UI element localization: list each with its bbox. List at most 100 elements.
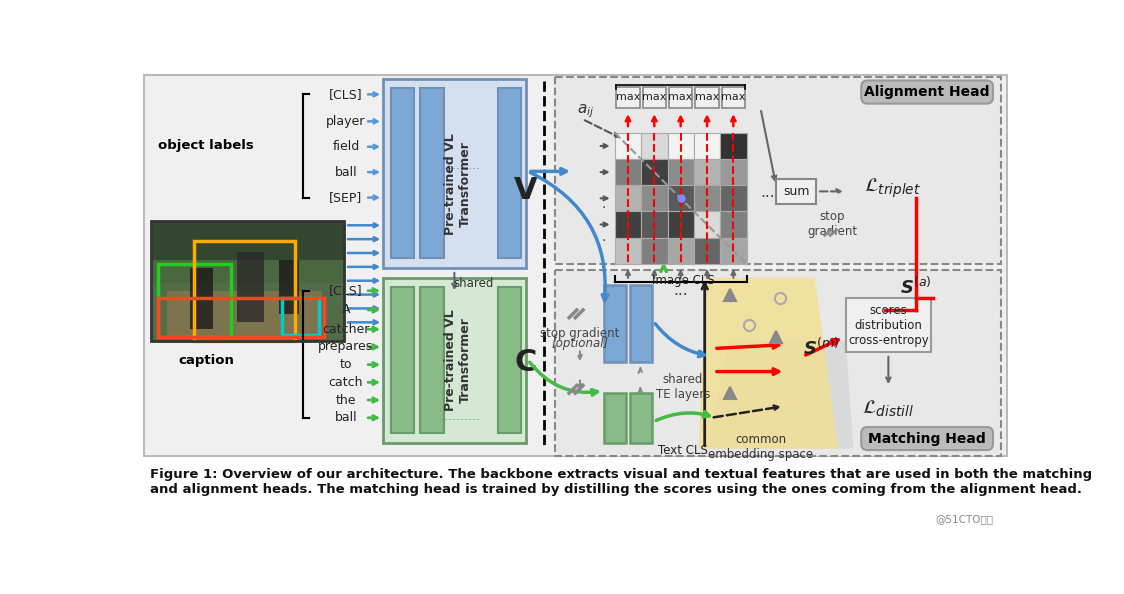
Bar <box>194 241 294 341</box>
Text: ..........: .......... <box>441 410 481 423</box>
Text: shared: shared <box>454 277 493 289</box>
Bar <box>720 159 746 185</box>
Bar <box>694 185 720 211</box>
Text: Figure 1: Overview of our architecture. The backbone extracts visual and textual: Figure 1: Overview of our architecture. … <box>149 468 1091 481</box>
Text: catcher: catcher <box>323 323 370 336</box>
Text: sum: sum <box>783 185 809 198</box>
Text: stop
gradient: stop gradient <box>807 210 858 238</box>
Text: $\mathcal{L}_{triplet}$: $\mathcal{L}_{triplet}$ <box>863 176 921 200</box>
Bar <box>720 185 746 211</box>
Bar <box>152 222 344 341</box>
FancyBboxPatch shape <box>861 81 992 103</box>
Bar <box>391 287 414 433</box>
Bar <box>615 211 641 238</box>
Bar <box>157 298 324 337</box>
Bar <box>694 159 720 185</box>
Text: max: max <box>695 93 719 102</box>
Text: caption: caption <box>179 353 234 366</box>
Text: ball: ball <box>335 411 357 424</box>
Bar <box>615 238 641 264</box>
Bar <box>720 133 746 159</box>
Text: common
embedding space: common embedding space <box>708 433 813 461</box>
Bar <box>420 287 444 433</box>
Text: stop gradient: stop gradient <box>541 327 619 340</box>
Text: ...: ... <box>673 283 688 298</box>
Text: ·
·
·: · · · <box>601 201 606 248</box>
Bar <box>631 285 652 362</box>
Text: Matching Head: Matching Head <box>868 432 986 446</box>
Bar <box>615 185 641 211</box>
Bar <box>236 252 264 321</box>
Text: $\boldsymbol{S}^{(a)}$: $\boldsymbol{S}^{(a)}$ <box>899 276 932 298</box>
Bar <box>694 238 720 264</box>
Text: shared
TE layers: shared TE layers <box>655 373 710 401</box>
Bar <box>152 283 344 341</box>
Text: the: the <box>336 394 356 406</box>
Bar <box>615 133 641 159</box>
Bar <box>383 277 526 443</box>
Bar <box>144 75 1007 456</box>
Text: field: field <box>333 140 360 153</box>
Bar <box>668 238 694 264</box>
Bar <box>615 159 641 185</box>
Text: $\boldsymbol{S}^{(m)}$: $\boldsymbol{S}^{(m)}$ <box>804 338 840 359</box>
Bar <box>668 185 694 211</box>
Bar <box>166 290 321 337</box>
Bar <box>152 222 344 341</box>
Text: [optional]: [optional] <box>552 337 608 350</box>
Bar <box>669 87 692 108</box>
Bar <box>694 211 720 238</box>
Text: ball: ball <box>335 166 357 179</box>
Bar <box>281 298 319 336</box>
Bar <box>694 133 720 159</box>
Bar <box>668 159 694 185</box>
Bar <box>845 298 931 352</box>
Text: Text CLS: Text CLS <box>658 444 708 457</box>
Text: Pre-trained VL
Transformer: Pre-trained VL Transformer <box>444 134 472 235</box>
Bar <box>383 79 526 268</box>
Bar <box>498 89 522 258</box>
Bar <box>631 393 652 443</box>
Bar <box>668 133 694 159</box>
Text: [CLS]: [CLS] <box>329 285 363 297</box>
Text: ...: ... <box>761 185 776 200</box>
Bar <box>190 268 214 329</box>
Bar <box>720 211 746 238</box>
Bar <box>498 287 522 433</box>
Bar <box>722 87 745 108</box>
Bar <box>643 87 665 108</box>
Bar <box>641 185 668 211</box>
Text: A: A <box>342 304 350 317</box>
Bar <box>391 89 414 258</box>
Text: scores
distribution
cross-entropy: scores distribution cross-entropy <box>847 304 928 347</box>
Text: $\mathcal{L}_{distill}$: $\mathcal{L}_{distill}$ <box>862 399 914 419</box>
Bar <box>720 238 746 264</box>
Bar <box>641 211 668 238</box>
Bar <box>279 260 299 314</box>
Text: and alignment heads. The matching head is trained by distilling the scores using: and alignment heads. The matching head i… <box>149 484 1081 496</box>
Text: player: player <box>326 115 365 128</box>
Bar <box>420 89 444 258</box>
Bar <box>696 87 718 108</box>
Bar <box>555 270 1000 456</box>
Bar <box>641 238 668 264</box>
Bar <box>604 393 626 443</box>
Text: C: C <box>515 348 537 377</box>
Text: $a_{ij}$: $a_{ij}$ <box>577 103 595 120</box>
Text: max: max <box>616 93 641 102</box>
Text: [SEP]: [SEP] <box>329 191 363 204</box>
Polygon shape <box>706 341 853 448</box>
Text: max: max <box>669 93 692 102</box>
Text: Pre-trained VL
Transformer: Pre-trained VL Transformer <box>444 309 472 411</box>
Text: catch: catch <box>328 376 363 389</box>
Text: Alignment Head: Alignment Head <box>864 85 990 99</box>
Text: ..........: .......... <box>441 159 481 172</box>
Text: [CLS]: [CLS] <box>329 88 363 101</box>
Text: @51CTO博客: @51CTO博客 <box>935 514 992 525</box>
Text: object labels: object labels <box>158 140 254 153</box>
Text: prepares: prepares <box>318 340 373 353</box>
Bar <box>776 179 816 204</box>
Text: max: max <box>642 93 667 102</box>
Text: to: to <box>339 358 352 371</box>
Text: max: max <box>722 93 745 102</box>
